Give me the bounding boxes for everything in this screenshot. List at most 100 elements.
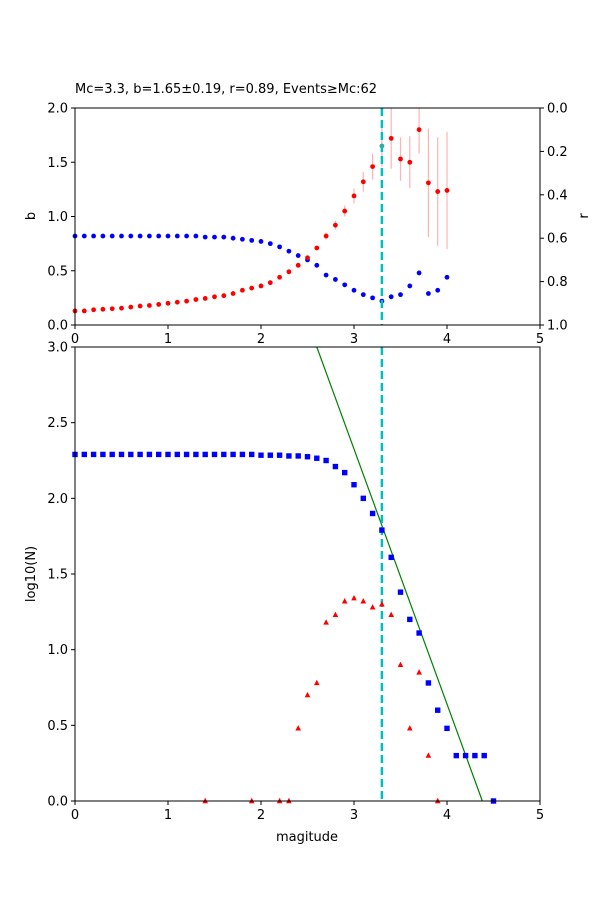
cumulative-count-point	[295, 453, 301, 459]
bottom-x-axis: 0 1 2 3 4 5	[71, 801, 544, 823]
r-value-point	[240, 236, 245, 242]
cumulative-count-point	[90, 451, 97, 458]
gr-fit-line	[316, 346, 483, 802]
y-tick-label: 1.0	[47, 643, 68, 658]
cumulative-count-point	[397, 589, 404, 595]
r-value-point	[81, 233, 87, 239]
top-y-axis-right: 0.0 0.2 0.4 0.6 0.8 1.0	[540, 102, 568, 334]
cumulative-count-point	[267, 452, 273, 458]
noncumulative-count-point	[351, 595, 357, 601]
cumulative-count-point	[351, 482, 357, 488]
top-plot-area	[72, 108, 450, 325]
y-right-tick-label: 0.2	[547, 145, 568, 160]
r-value-point	[174, 233, 180, 239]
b-value-point	[342, 208, 348, 214]
b-value-point	[305, 255, 310, 261]
r-value-point	[249, 237, 255, 243]
b-value-point	[128, 304, 134, 310]
r-value-point	[212, 234, 217, 240]
r-value-point	[333, 277, 338, 282]
r-value-point	[165, 233, 171, 239]
cumulative-count-point	[81, 451, 87, 458]
b-value-point	[147, 303, 152, 308]
b-value-point	[137, 303, 143, 309]
cumulative-count-point	[183, 451, 190, 458]
b-value-point	[249, 285, 255, 291]
r-value-point	[100, 233, 106, 239]
cumulative-count-point	[249, 451, 255, 458]
cumulative-count-point	[388, 554, 394, 561]
b-value-point	[165, 300, 171, 306]
y-tick-label: 2.0	[47, 492, 68, 507]
x-tick-label: 3	[350, 808, 358, 823]
y-tick-label: 0.0	[47, 795, 68, 810]
noncumulative-count-point	[295, 725, 301, 731]
b-value-point	[221, 293, 227, 299]
r-value-point	[128, 233, 134, 239]
r-value-point	[370, 295, 375, 301]
bottom-x-axis-label: magitude	[276, 830, 338, 845]
r-value-point	[314, 262, 320, 268]
bottom-y-axis-label: log10(N)	[24, 546, 39, 602]
bottom-axes-frame	[74, 346, 541, 802]
cumulative-count-point	[286, 453, 292, 459]
b-value-point	[193, 297, 199, 302]
r-value-point	[156, 233, 162, 239]
cumulative-count-point	[425, 680, 432, 686]
r-value-point	[202, 234, 208, 240]
y-tick-label: 1.5	[47, 568, 68, 583]
r-value-point	[416, 270, 422, 276]
cumulative-count-point	[369, 510, 376, 517]
cumulative-count-point	[202, 451, 208, 458]
b-value-point	[351, 193, 357, 199]
cumulative-count-point	[435, 707, 441, 713]
r-value-point	[258, 239, 264, 244]
r-value-point	[147, 233, 152, 239]
r-value-point	[193, 233, 199, 239]
x-tick-label: 0	[71, 332, 79, 347]
b-value-point	[388, 135, 394, 141]
bottom-y-axis: 0.0 0.5 1.0 1.5 2.0 2.5 3.0	[47, 341, 75, 810]
b-value-point	[333, 222, 338, 228]
b-value-point	[398, 156, 403, 162]
r-value-point	[388, 294, 394, 300]
b-value-point	[444, 188, 450, 193]
b-value-point	[230, 291, 236, 296]
b-value-point	[286, 269, 292, 275]
cumulative-count-point	[462, 752, 469, 759]
top-y-axis: 0.0 0.5 1.0 1.5 2.0	[47, 102, 75, 334]
b-value-point	[407, 159, 413, 165]
b-value-point	[435, 189, 441, 194]
b-value-point	[212, 294, 217, 300]
x-tick-label: 5	[536, 808, 544, 823]
cumulative-count-point	[109, 451, 115, 458]
y-tick-label: 2.0	[47, 102, 68, 117]
cumulative-count-point	[193, 451, 199, 458]
noncumulative-count-point	[397, 661, 404, 667]
r-value-point	[267, 241, 273, 247]
cumulative-count-point	[481, 752, 487, 759]
noncumulative-count-point	[388, 611, 394, 618]
cumulative-count-point	[211, 451, 218, 458]
r-value-point	[230, 235, 236, 241]
b-value-point	[91, 307, 96, 313]
cumulative-count-point	[314, 455, 320, 461]
noncumulative-count-point	[379, 601, 385, 607]
bottom-chart: 0 1 2 3 4 5 0.0 0.5 1.0 1.5 2.0 2.5 3.0 magitude lo…	[24, 341, 544, 846]
b-value-point	[184, 298, 190, 304]
b-value-point	[202, 296, 208, 301]
noncumulative-count-point	[360, 598, 367, 604]
cumulative-count-point	[332, 463, 339, 470]
r-value-point	[360, 292, 366, 298]
x-tick-label: 3	[350, 332, 358, 347]
cumulative-count-point	[146, 451, 153, 458]
r-value-point	[295, 253, 301, 258]
top-y-axis-right-label: r	[577, 213, 592, 219]
cumulative-count-point	[174, 451, 180, 458]
b-value-point	[360, 179, 366, 185]
cumulative-count-point	[100, 451, 106, 458]
b-value-point	[174, 299, 180, 305]
noncumulative-count-point	[304, 691, 311, 698]
y-right-tick-label: 0.4	[547, 188, 568, 203]
